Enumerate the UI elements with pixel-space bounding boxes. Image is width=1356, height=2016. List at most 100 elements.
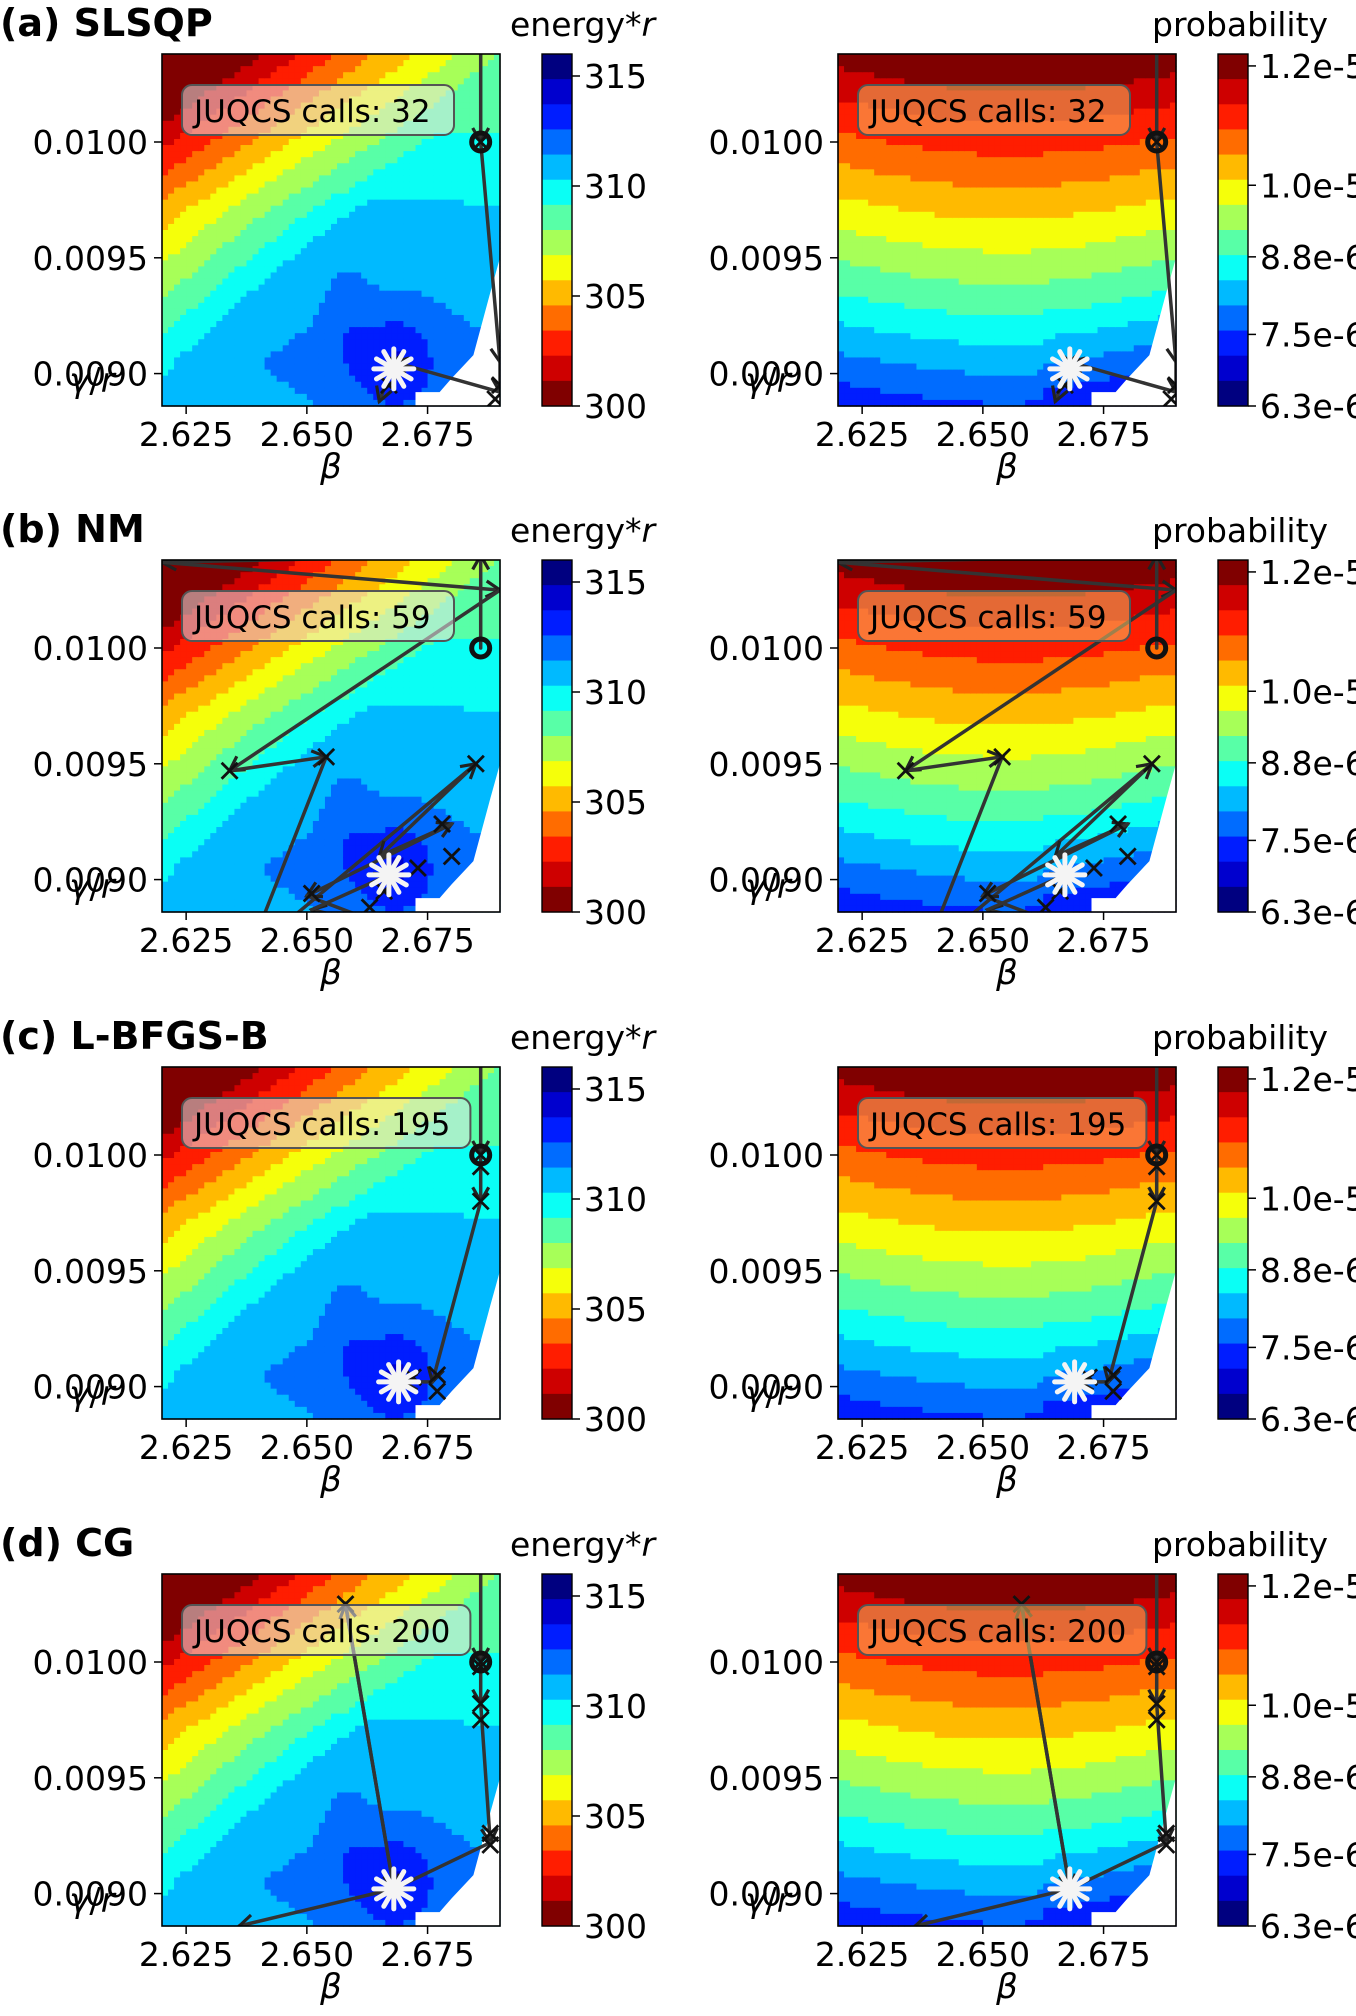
colorbar-band <box>542 710 572 737</box>
colorbar-band <box>542 1699 572 1726</box>
colorbar-band <box>1218 330 1248 357</box>
trajectory-point-marker <box>1147 1192 1166 1211</box>
trajectory-point-marker <box>220 761 239 780</box>
x-tick-label: 2.625 <box>815 921 909 960</box>
calls-box-frame <box>181 1097 472 1149</box>
colorbar-band <box>1218 280 1248 307</box>
colorbar-band <box>542 1117 572 1144</box>
colorbar-band <box>542 1142 572 1169</box>
probability-colorbar-2: 1.2e-5 1.0e-5 8.8e-6 7.5e-6 6.3e-6 <box>1217 1060 1356 1439</box>
y-tick-label: 0.0100 <box>709 123 824 162</box>
colorbar-band <box>542 1825 572 1852</box>
colorbar-band <box>1218 685 1248 712</box>
x-tick-label: 2.675 <box>380 415 474 454</box>
energy-trajectory-1 <box>162 560 500 912</box>
colorbar-band <box>1218 1343 1248 1370</box>
trajectory-segment <box>1106 1199 1159 1384</box>
colorbar-band <box>1218 736 1248 762</box>
no-data-region <box>1091 1247 1176 1419</box>
trajectory-point-marker <box>442 847 461 866</box>
colorbar-band <box>1218 710 1248 737</box>
x-tick-label: 2.625 <box>139 415 233 454</box>
colorbar-band <box>542 1343 572 1370</box>
colorbar-band <box>1218 1599 1248 1625</box>
start-marker <box>1145 636 1169 660</box>
calls-text: JUQCS calls: 195 <box>868 1107 1126 1143</box>
trajectory-segment <box>903 755 1004 773</box>
trajectory-arrowhead <box>375 385 393 405</box>
calls-text: JUQCS calls: 32 <box>868 94 1107 130</box>
x-tick-label: 2.650 <box>260 921 354 960</box>
trajectory-point-marker <box>1104 1366 1123 1384</box>
energy-calls-box-1: JUQCS calls: 59 <box>181 590 455 642</box>
trajectory-point-marker <box>917 946 933 962</box>
colorbar-frame <box>541 1573 573 1927</box>
probability-colorbar-0: 1.2e-5 1.0e-5 8.8e-6 7.5e-6 6.3e-6 <box>1217 47 1356 426</box>
x-tick-label: 2.625 <box>815 1935 909 1974</box>
colorbar-tick-label: 310 <box>584 167 647 206</box>
no-data-region <box>1091 1754 1176 1926</box>
colorbar-band <box>542 230 572 256</box>
x-tick-label: 2.650 <box>260 415 354 454</box>
energy-colorbar-title: energy*r <box>510 1525 657 1564</box>
energy-colorbar-0: 315 310 305 300 <box>541 53 647 426</box>
colorbar-band <box>1218 1217 1248 1244</box>
calls-text: JUQCS calls: 32 <box>192 94 431 130</box>
colorbar-band <box>1218 1800 1248 1827</box>
probability-contour-3 <box>838 1574 1177 1927</box>
probability-colorbar-title: probability <box>1152 1525 1328 1564</box>
energy-contour-1 <box>162 560 501 913</box>
colorbar-band <box>1218 79 1248 105</box>
colorbar-tick-label: 305 <box>584 1290 647 1329</box>
colorbar-band <box>1218 660 1248 687</box>
energy-colorbar-3: 315 310 305 300 <box>541 1573 647 1946</box>
colorbar-band <box>1218 1268 1248 1294</box>
trajectory-layer <box>371 54 500 406</box>
colorbar-band <box>1218 1067 1248 1093</box>
probability-calls-box-1: JUQCS calls: 59 <box>857 590 1131 642</box>
colorbar-band <box>542 1393 572 1420</box>
x-tick-label: 2.675 <box>380 1428 474 1467</box>
y-axis-label: γ/r <box>745 361 793 401</box>
y-axis-label: γ/r <box>69 361 117 401</box>
energy-colorbar-2: 315 310 305 300 <box>541 1066 647 1439</box>
minimum-star-marker <box>371 346 417 392</box>
colorbar-tick-label: 315 <box>584 1577 647 1616</box>
probability-trajectory-2 <box>1052 1067 1169 1405</box>
colorbar-band <box>542 1092 572 1118</box>
colorbar-band <box>542 685 572 712</box>
y-tick-label: 0.0090 <box>33 1368 148 1407</box>
colorbar-band <box>1218 255 1248 281</box>
x-tick-label: 2.650 <box>936 1935 1030 1974</box>
no-data-region <box>1091 234 1176 406</box>
colorbar-frame <box>541 1066 573 1420</box>
energy-trajectory-0 <box>371 54 500 406</box>
energy-trajectory-2 <box>376 1067 493 1405</box>
trajectory-segment <box>377 762 478 859</box>
no-data-region <box>415 1754 500 1926</box>
energy-calls-box-3: JUQCS calls: 200 <box>181 1604 472 1656</box>
trajectory-segment <box>162 560 350 565</box>
colorbar-tick-label: 305 <box>584 783 647 822</box>
x-tick-label: 2.675 <box>380 1935 474 1974</box>
colorbar-band <box>542 204 572 231</box>
trajectory-point-marker <box>471 1710 490 1729</box>
colorbar-band <box>1218 635 1248 662</box>
colorbar-tick-label: 315 <box>584 57 647 96</box>
trajectory-arrowhead <box>912 1913 929 1926</box>
colorbar-band <box>1218 836 1248 863</box>
colorbar-frame <box>541 53 573 407</box>
colorbar-band <box>1218 1092 1248 1118</box>
colorbar-band <box>542 1368 572 1395</box>
x-tick-label: 2.675 <box>1056 1428 1150 1467</box>
calls-box-frame <box>857 84 1131 136</box>
colorbar-band <box>542 355 572 382</box>
trajectory-segment <box>939 755 1004 912</box>
x-tick-label: 2.650 <box>936 1428 1030 1467</box>
y-tick-label: 0.0095 <box>709 745 824 784</box>
trajectory-segment <box>981 894 1031 912</box>
trajectory-point-marker <box>1104 1382 1123 1401</box>
colorbar-band <box>542 104 572 131</box>
